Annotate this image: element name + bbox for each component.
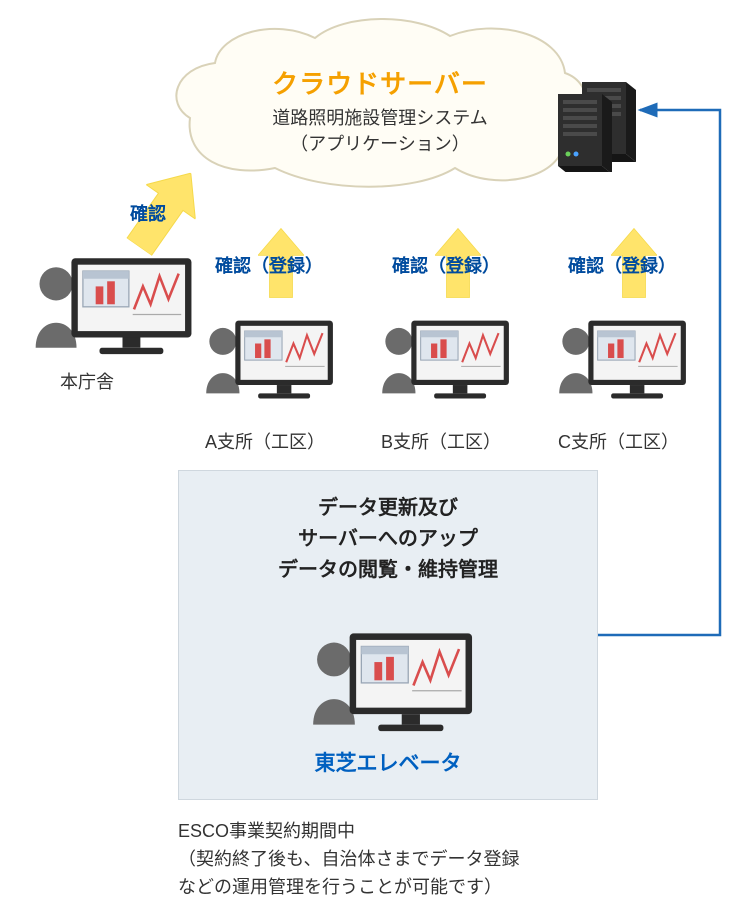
arrow-label-main-office: 確認 (130, 200, 166, 226)
info-line-3: データの閲覧・維持管理 (179, 555, 597, 586)
workstation-branch-b (376, 312, 511, 402)
footnote-line-2: （契約終了後も、自治体さまでデータ登録 (178, 846, 698, 874)
cloud-title: クラウドサーバー (165, 66, 595, 102)
label-branch-c: C支所（工区） (558, 428, 679, 454)
arrow-label-branch-a: 確認（登録） (215, 252, 323, 278)
cloud-server: クラウドサーバー 道路照明施設管理システム （アプリケーション） (165, 18, 595, 198)
footnote: ESCO事業契約期間中 （契約終了後も、自治体さまでデータ登録 などの運用管理を… (178, 818, 698, 902)
cloud-subtitle-2: （アプリケーション） (165, 132, 595, 157)
footnote-line-3: などの運用管理を行うことが可能です） (178, 874, 698, 902)
workstation-main-office (28, 248, 194, 358)
cloud-subtitle-1: 道路照明施設管理システム (165, 106, 595, 131)
label-main-office: 本庁舎 (60, 368, 114, 394)
info-line-1: データ更新及び (179, 493, 597, 524)
workstation-branch-a (200, 312, 335, 402)
system-diagram: クラウドサーバー 道路照明施設管理システム （アプリケーション） (0, 0, 750, 918)
workstation-branch-c (553, 312, 688, 402)
label-branch-b: B支所（工区） (381, 428, 501, 454)
server-stack-icon (558, 82, 638, 172)
brand-name: 東芝エレベータ (179, 747, 597, 777)
info-line-2: サーバーへのアップ (179, 524, 597, 555)
info-box: データ更新及び サーバーへのアップ データの閲覧・維持管理 東芝エレベータ (178, 470, 598, 800)
arrow-label-branch-b: 確認（登録） (392, 252, 500, 278)
workstation-toshiba (305, 623, 475, 735)
footnote-line-1: ESCO事業契約期間中 (178, 818, 698, 846)
label-branch-a: A支所（工区） (205, 428, 325, 454)
arrow-label-branch-c: 確認（登録） (568, 252, 676, 278)
